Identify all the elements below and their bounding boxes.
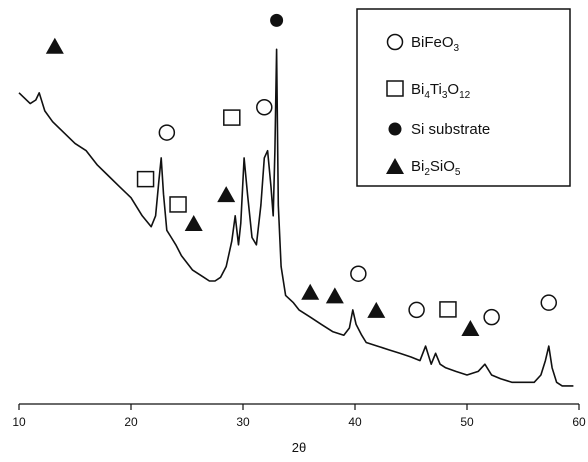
open-circle-marker: [408, 301, 425, 319]
x-tick-label: 50: [460, 415, 474, 429]
filled-triangle-marker: [325, 287, 344, 304]
x-axis: 10 20 30 40 50 60 2θ: [12, 403, 586, 455]
open-square-marker: [169, 196, 187, 213]
legend-filled-circle-icon: [388, 122, 402, 136]
x-tick-label: 20: [124, 415, 138, 429]
legend-label: Bi2SiO5: [411, 158, 461, 178]
phase-markers: [45, 13, 558, 336]
filled-triangle-marker: [461, 320, 480, 336]
open-circle-marker: [540, 294, 558, 311]
legend-label: BiFeO3: [411, 34, 460, 54]
filled-triangle-marker: [184, 215, 203, 232]
diffraction-pattern-line: [18, 48, 574, 387]
legend: BiFeO3 Bi4Ti3O12 Si substrate Bi2SiO5: [356, 8, 571, 187]
legend-open-square-icon: [386, 80, 404, 97]
x-axis-label: 2θ: [292, 440, 306, 455]
legend-label: Bi4Ti3O12: [411, 81, 471, 101]
open-square-marker: [223, 109, 241, 126]
legend-filled-triangle-icon: [386, 158, 404, 174]
open-circle-marker: [256, 98, 273, 116]
filled-circle-marker: [270, 13, 284, 27]
open-square-marker: [439, 301, 457, 318]
x-tick-label: 10: [12, 415, 26, 429]
open-circle-marker: [158, 124, 176, 141]
x-tick-label: 30: [236, 415, 250, 429]
filled-triangle-marker: [301, 283, 320, 300]
filled-triangle-marker: [217, 186, 236, 203]
open-circle-marker: [483, 308, 500, 326]
legend-label: Si substrate: [411, 121, 490, 138]
x-tick-label: 60: [572, 415, 586, 429]
open-circle-marker: [350, 265, 367, 282]
legend-open-circle-icon: [386, 33, 404, 51]
filled-triangle-marker: [367, 301, 386, 318]
filled-triangle-marker: [45, 37, 64, 54]
open-square-marker: [136, 170, 155, 188]
x-tick-label: 40: [348, 415, 362, 429]
